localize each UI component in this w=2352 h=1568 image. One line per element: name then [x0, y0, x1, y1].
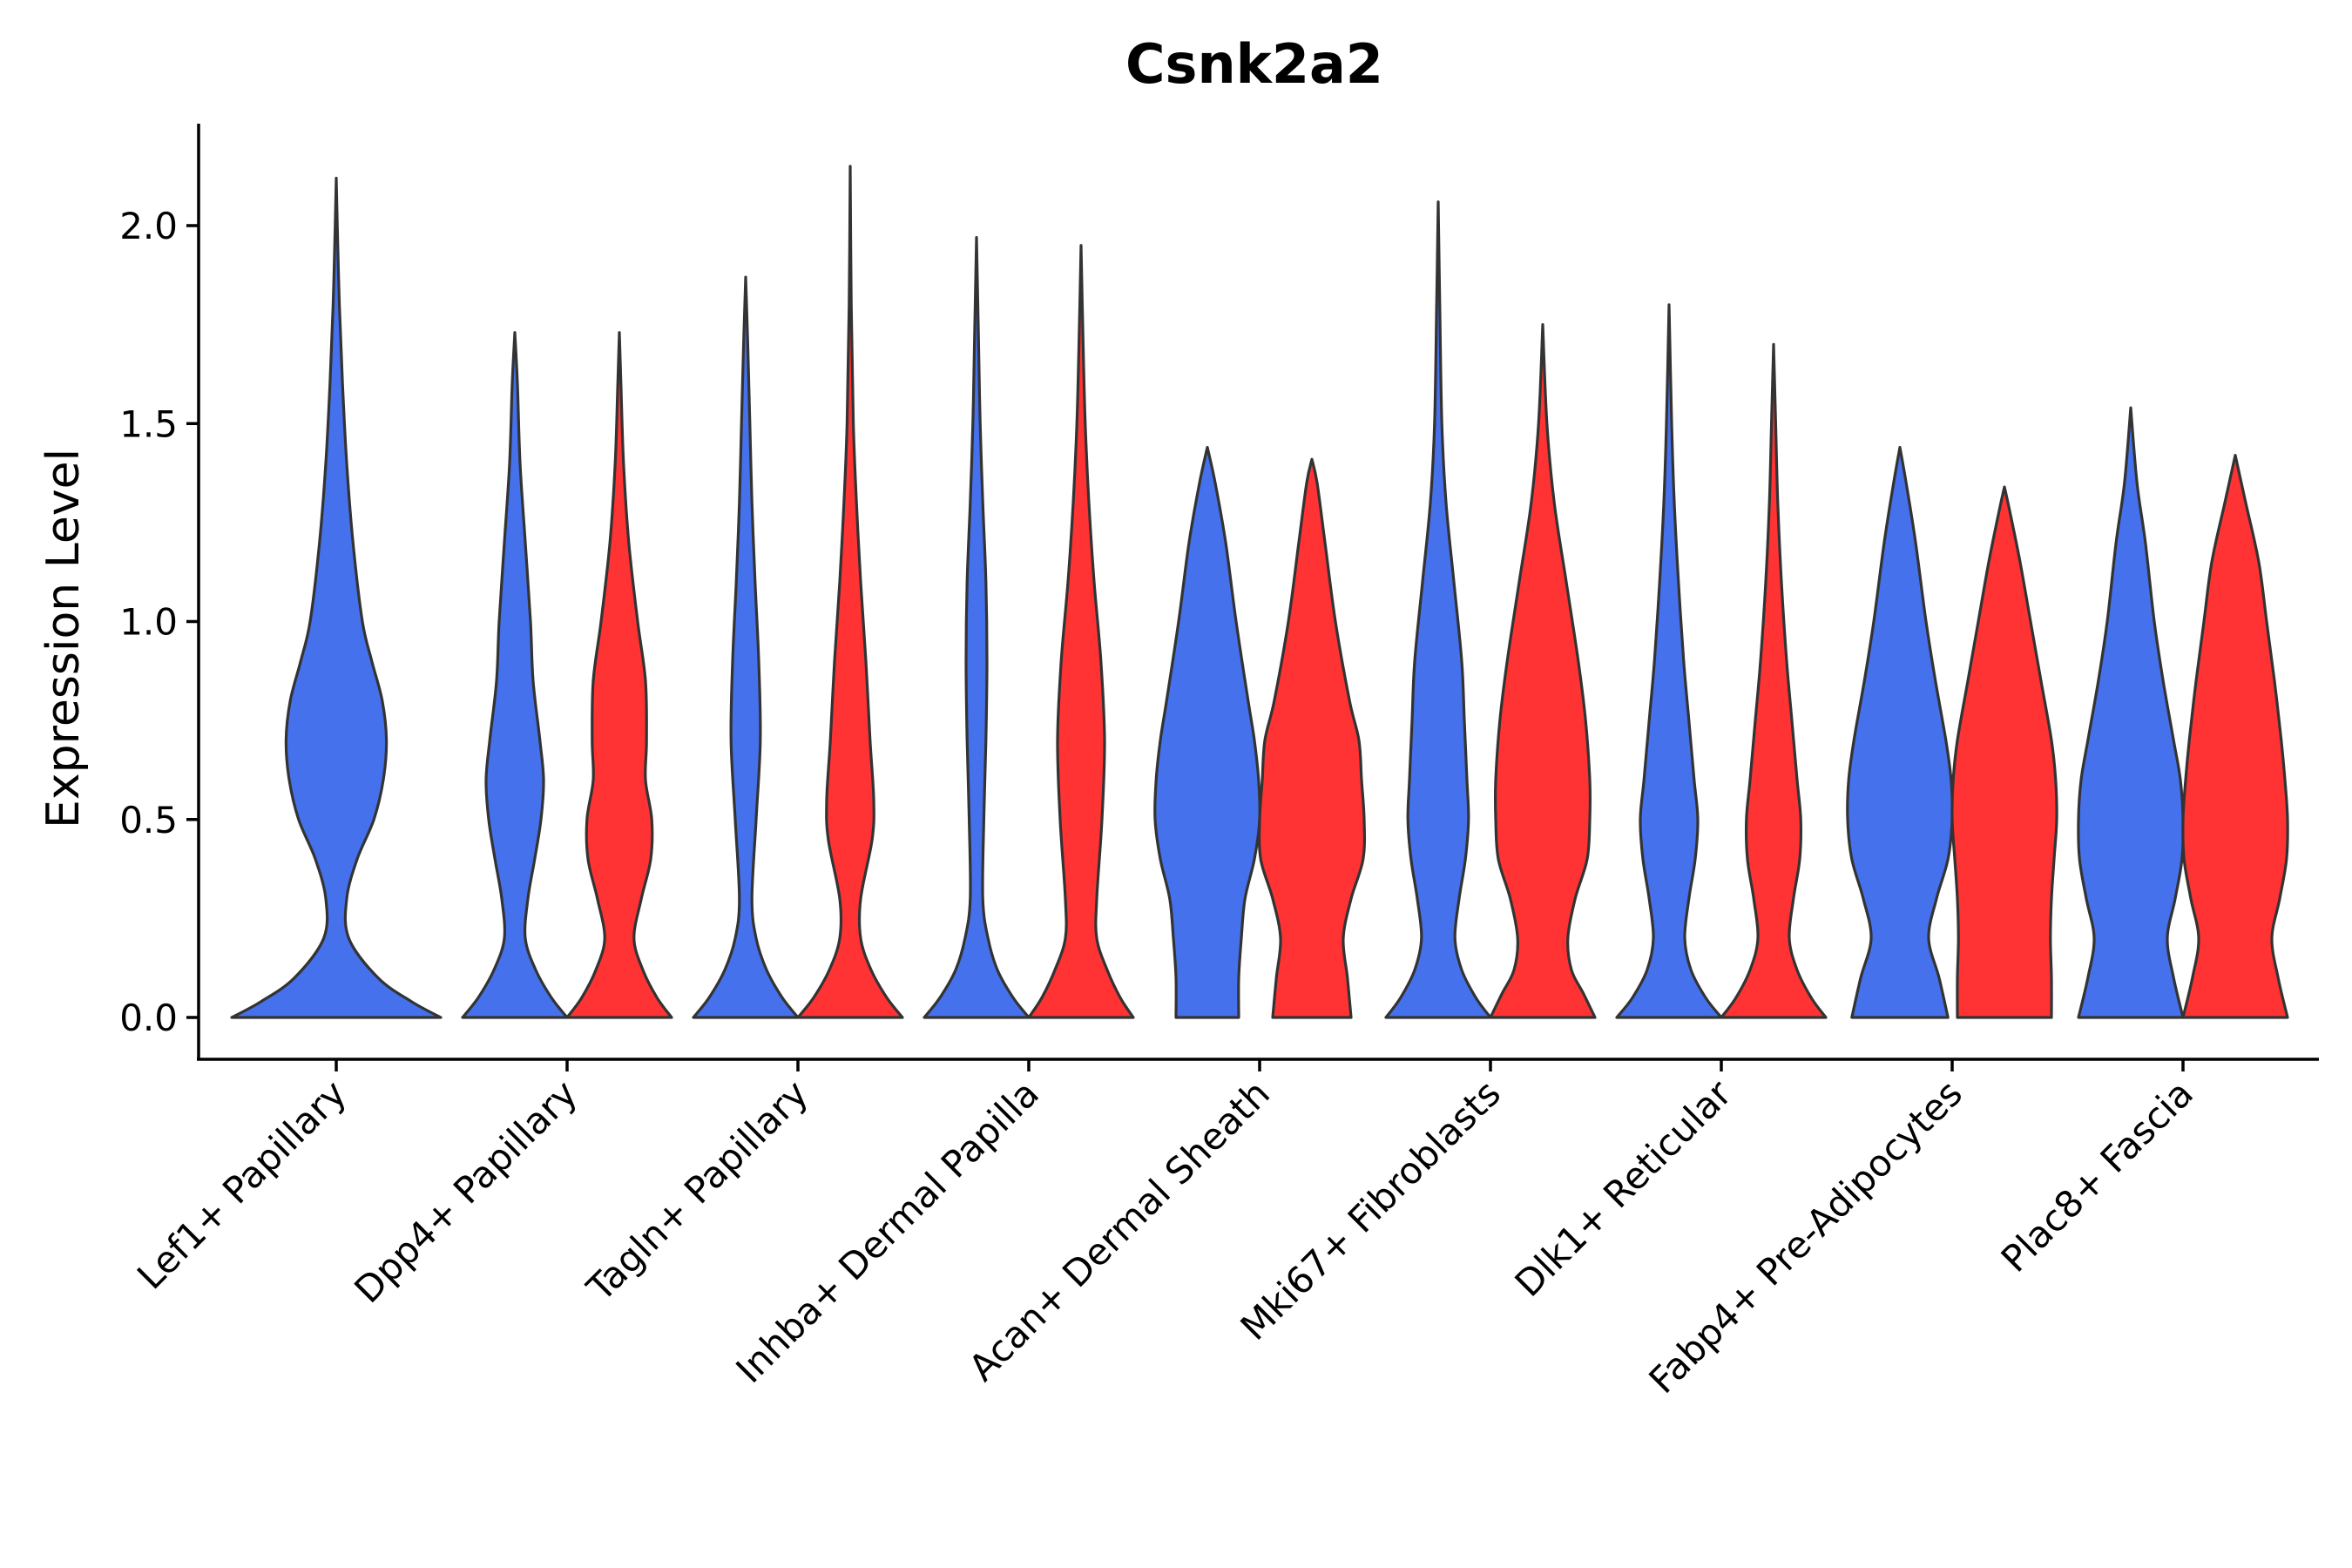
- violin-dlk1-reticular-blue: [1615, 303, 1723, 1019]
- violin-plac8-fascia-blue: [2077, 406, 2185, 1019]
- chart-title: Csnk2a2: [1125, 32, 1383, 96]
- violin-layer: [230, 165, 2289, 1019]
- violin-acan-dermal-sheath-blue: [1153, 445, 1261, 1019]
- x-tick-label: Mki67+ Fibroblasts: [1233, 1071, 1509, 1348]
- x-tick-label: Dlk1+ Reticular: [1507, 1071, 1740, 1305]
- x-tick-label: Tagln+ Papillary: [578, 1071, 816, 1309]
- violin-fabp4-pre-adipocytes-blue: [1846, 445, 1954, 1019]
- y-axis-ticks: 0.0 0.5 1.0 1.5 2.0: [119, 205, 199, 1039]
- violin-mki67-fibroblasts-red: [1489, 323, 1597, 1019]
- violin-lef1-papillary-blue: [230, 176, 443, 1019]
- y-axis-label: Expression Level: [37, 449, 90, 828]
- violin-fabp4-pre-adipocytes-red: [1950, 485, 2058, 1019]
- violin-dlk1-reticular-red: [1720, 342, 1828, 1019]
- x-tick-label: Plac8+ Fascia: [1993, 1071, 2201, 1280]
- y-tick-label: 0.5: [119, 799, 178, 841]
- violin-tagln-papillary-blue: [692, 275, 800, 1019]
- violin-acan-dermal-sheath-red: [1257, 457, 1367, 1019]
- violin-plac8-fascia-red: [2181, 454, 2289, 1019]
- x-tick-label: Dpp4+ Papillary: [346, 1071, 585, 1311]
- y-tick-label: 1.0: [119, 601, 178, 644]
- violin-mki67-fibroblasts-blue: [1384, 200, 1492, 1019]
- violin-inhba-dermal-papilla-red: [1027, 244, 1135, 1019]
- violin-dpp4-papillary-red: [565, 331, 673, 1019]
- y-tick-label: 2.0: [119, 205, 178, 247]
- y-tick-label: 0.0: [119, 997, 178, 1039]
- violin-tagln-papillary-red: [796, 165, 904, 1019]
- violin-dpp4-papillary-blue: [461, 331, 569, 1019]
- y-tick-label: 1.5: [119, 402, 178, 445]
- violin-inhba-dermal-papilla-blue: [923, 236, 1031, 1019]
- x-tick-label: Lef1+ Papillary: [129, 1071, 355, 1297]
